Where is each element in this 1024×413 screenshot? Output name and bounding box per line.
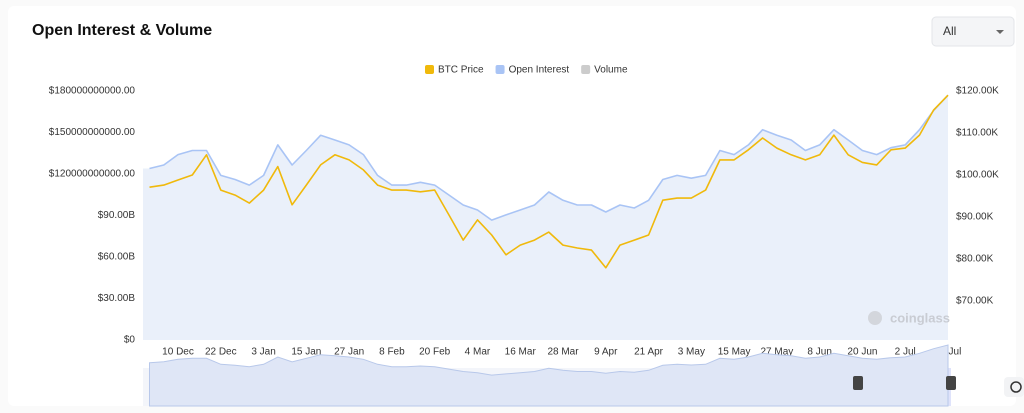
series-line (149, 94, 949, 221)
x-tick-label: 4 Mar (465, 347, 491, 358)
y-tick-label: $180000000000.00 (49, 86, 136, 97)
plot: $0 $30.00B $60.00B $90.00B $120000000000.00 $… (49, 86, 999, 358)
y-tick-label: $90.00B (98, 210, 136, 221)
reset-box[interactable] (1004, 377, 1024, 397)
dropdown-caret[interactable] (996, 30, 1004, 34)
x-tick-label: 27 Jan (334, 347, 364, 358)
x-tick-label: 8 Feb (379, 347, 405, 358)
x-tick-label: 20 Feb (419, 347, 451, 358)
y-tick-label: $30.00B (98, 293, 136, 304)
reset-icon[interactable] (1010, 381, 1022, 393)
y2-tick-label: $90.00K (956, 212, 994, 223)
dropdown-box[interactable] (931, 16, 1015, 47)
x-tick-label: 10 Dec (162, 347, 194, 358)
chart-title: Open Interest & Volume (32, 22, 212, 39)
x-tick-label: 9 Apr (594, 347, 618, 358)
watermark: coinglass (890, 310, 950, 325)
y-tick-label: $120000000000.00 (49, 169, 136, 180)
y2-tick-label: $110.00K (956, 128, 998, 139)
navigator-handles[interactable] (853, 376, 956, 390)
y2-tick-label: $80.00K (956, 254, 994, 265)
x-tick-label: 28 Mar (547, 347, 579, 358)
range-dropdown[interactable]: All (931, 16, 1015, 47)
navigator (143, 344, 951, 407)
reset-button[interactable] (1004, 377, 1024, 397)
x-tick-label: 15 Jan (291, 347, 321, 358)
x-tick-label: 20 Jun (847, 347, 877, 358)
y2-tick-label: $120.00K (956, 86, 999, 97)
legend-swatch[interactable] (495, 65, 505, 74)
x-tick-label: 8 Jun (807, 347, 831, 358)
x-tick-label: 21 Apr (634, 347, 664, 358)
y-tick-label: $0 (124, 335, 136, 346)
y2-tick-label: $100.00K (956, 170, 999, 181)
legend-label[interactable]: Open Interest (509, 65, 570, 76)
navigator-handle[interactable] (853, 376, 863, 390)
x-tick-label: 15 May (718, 347, 751, 358)
legend-swatch[interactable] (425, 65, 434, 74)
y-tick-label: $150000000000.00 (49, 127, 136, 138)
legend-label[interactable]: BTC Price (438, 65, 484, 76)
x-tick-label: 3 Jan (251, 347, 275, 358)
x-tick-label: 27 May (760, 347, 793, 358)
watermark-icon (868, 311, 882, 325)
legend: BTC Price Open Interest Volume (425, 65, 628, 76)
legend-label[interactable]: Volume (594, 65, 628, 76)
x-tick-label: 2 Jul (895, 347, 916, 358)
x-tick-label: 3 May (678, 347, 705, 358)
series-line (149, 94, 949, 269)
navigator-line (149, 344, 949, 407)
x-tick-label: 16 Mar (505, 347, 537, 358)
y2-tick-label: $70.00K (956, 296, 994, 307)
x-tick-label: 22 Dec (205, 347, 237, 358)
y-tick-label: $60.00B (98, 252, 136, 263)
navigator-handle[interactable] (946, 376, 956, 390)
area (143, 95, 948, 340)
legend-swatch[interactable] (581, 65, 591, 74)
dropdown-label[interactable]: All (943, 24, 956, 38)
